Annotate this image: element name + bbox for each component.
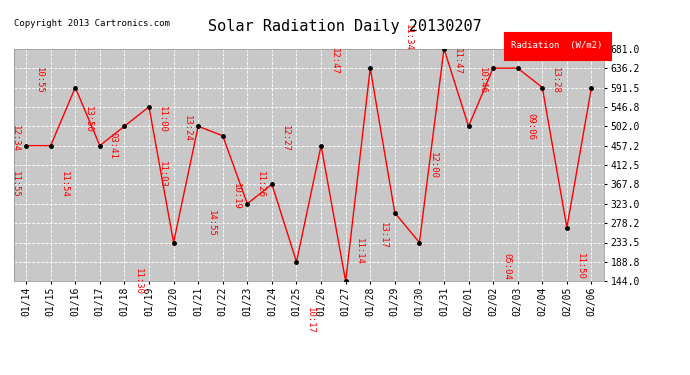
Text: 13:50: 13:50 bbox=[84, 106, 93, 133]
Text: 11:55: 11:55 bbox=[10, 171, 19, 198]
Text: 11:47: 11:47 bbox=[453, 48, 462, 75]
Text: 11:50: 11:50 bbox=[576, 253, 585, 280]
Text: Copyright 2013 Cartronics.com: Copyright 2013 Cartronics.com bbox=[14, 19, 170, 28]
Text: 10:55: 10:55 bbox=[35, 67, 44, 94]
Text: 10:17: 10:17 bbox=[306, 307, 315, 334]
Text: 14:55: 14:55 bbox=[207, 210, 216, 237]
Text: Radiation  (W/m2): Radiation (W/m2) bbox=[511, 42, 603, 51]
Text: 12:34: 12:34 bbox=[10, 125, 19, 152]
Text: 05:04: 05:04 bbox=[502, 253, 511, 280]
Text: Solar Radiation Daily 20130207: Solar Radiation Daily 20130207 bbox=[208, 19, 482, 34]
Text: 11:30: 11:30 bbox=[133, 268, 142, 295]
Text: 12:47: 12:47 bbox=[330, 48, 339, 75]
Text: 10:46: 10:46 bbox=[477, 67, 486, 94]
Text: 12:00: 12:00 bbox=[428, 152, 437, 178]
Text: 11:34: 11:34 bbox=[404, 24, 413, 51]
Text: 09:06: 09:06 bbox=[526, 113, 535, 140]
Text: 13:24: 13:24 bbox=[183, 116, 192, 142]
Text: 11:14: 11:14 bbox=[355, 238, 364, 265]
Text: 11:54: 11:54 bbox=[59, 171, 68, 198]
Text: 03:41: 03:41 bbox=[109, 132, 118, 159]
Text: 11:03: 11:03 bbox=[158, 161, 167, 188]
Text: 11:00: 11:00 bbox=[158, 106, 167, 133]
Text: 13:28: 13:28 bbox=[551, 67, 560, 94]
Text: 13:17: 13:17 bbox=[380, 222, 388, 249]
Text: 10:19: 10:19 bbox=[232, 183, 241, 210]
Text: 11:26: 11:26 bbox=[256, 171, 265, 198]
Text: 12:27: 12:27 bbox=[281, 125, 290, 152]
